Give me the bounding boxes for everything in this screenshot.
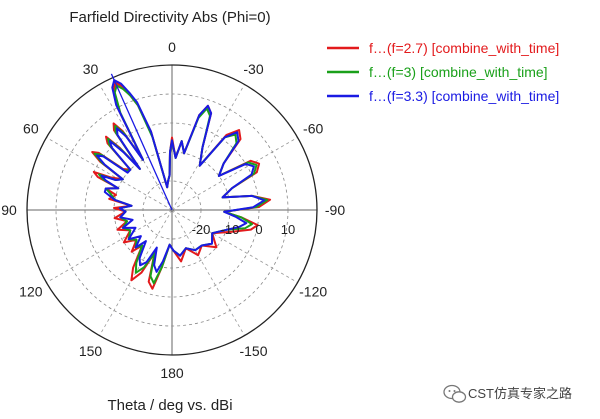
tick-labels: 0 30 60 90 120 150 180 -150 -120 -90 -60 -30 -20 -10 0… bbox=[1, 39, 345, 381]
grid-spoke-330 bbox=[171, 84, 245, 211]
legend-item-0[interactable]: f…(f=2.7) [combine_with_time] bbox=[327, 40, 559, 56]
grid-spoke-240 bbox=[171, 209, 298, 283]
radial-tick-label-1: -10 bbox=[221, 222, 240, 237]
watermark-text: CST仿真专家之路 bbox=[468, 386, 572, 401]
grid-spoke-120 bbox=[46, 209, 173, 283]
grid-circle-0 bbox=[142, 180, 202, 240]
chart-title: Farfield Directivity Abs (Phi=0) bbox=[69, 9, 270, 26]
angle-tick-label-11: -30 bbox=[243, 61, 263, 77]
x-axis-label: Theta / deg vs. dBi bbox=[107, 397, 232, 414]
outer-circle bbox=[26, 64, 318, 356]
angle-tick-label-4: 120 bbox=[19, 284, 43, 300]
series-line-0 bbox=[91, 81, 272, 290]
angle-tick-label-6: 180 bbox=[160, 365, 184, 381]
series-layer bbox=[91, 73, 272, 290]
legend-label-2: f…(f=3.3) [combine_with_time] bbox=[369, 88, 559, 104]
angle-tick-label-1: 30 bbox=[83, 61, 99, 77]
wechat-icon bbox=[443, 384, 467, 403]
angle-tick-label-5: 150 bbox=[79, 343, 103, 359]
series-line-2 bbox=[95, 79, 266, 273]
angle-tick-label-10: -60 bbox=[303, 121, 323, 137]
angle-tick-label-2: 60 bbox=[23, 121, 39, 137]
angle-tick-label-7: -150 bbox=[239, 343, 267, 359]
legend-item-1[interactable]: f…(f=3) [combine_with_time] bbox=[327, 64, 548, 80]
angle-tick-label-9: -90 bbox=[325, 202, 345, 218]
legend-label-1: f…(f=3) [combine_with_time] bbox=[369, 64, 548, 80]
main-lobe-marker bbox=[110, 73, 173, 211]
radial-tick-label-3: 10 bbox=[281, 222, 295, 237]
angle-tick-label-0: 0 bbox=[168, 39, 176, 55]
angle-tick-label-8: -120 bbox=[299, 284, 327, 300]
grid-spoke-300 bbox=[171, 137, 298, 211]
grid-circle-2 bbox=[84, 122, 260, 298]
watermark: CST仿真专家之路 bbox=[443, 384, 572, 403]
angle-tick-label-3: 90 bbox=[1, 202, 17, 218]
grid-circle-3 bbox=[55, 93, 289, 327]
grid-spoke-60 bbox=[46, 137, 173, 211]
grid-spoke-210 bbox=[171, 209, 245, 336]
legend-label-0: f…(f=2.7) [combine_with_time] bbox=[369, 40, 559, 56]
radial-tick-label-0: -20 bbox=[192, 222, 211, 237]
legend-item-2[interactable]: f…(f=3.3) [combine_with_time] bbox=[327, 88, 559, 104]
legend[interactable]: f…(f=2.7) [combine_with_time] f…(f=3) [co… bbox=[327, 40, 559, 104]
radial-tick-label-2: 0 bbox=[255, 222, 262, 237]
